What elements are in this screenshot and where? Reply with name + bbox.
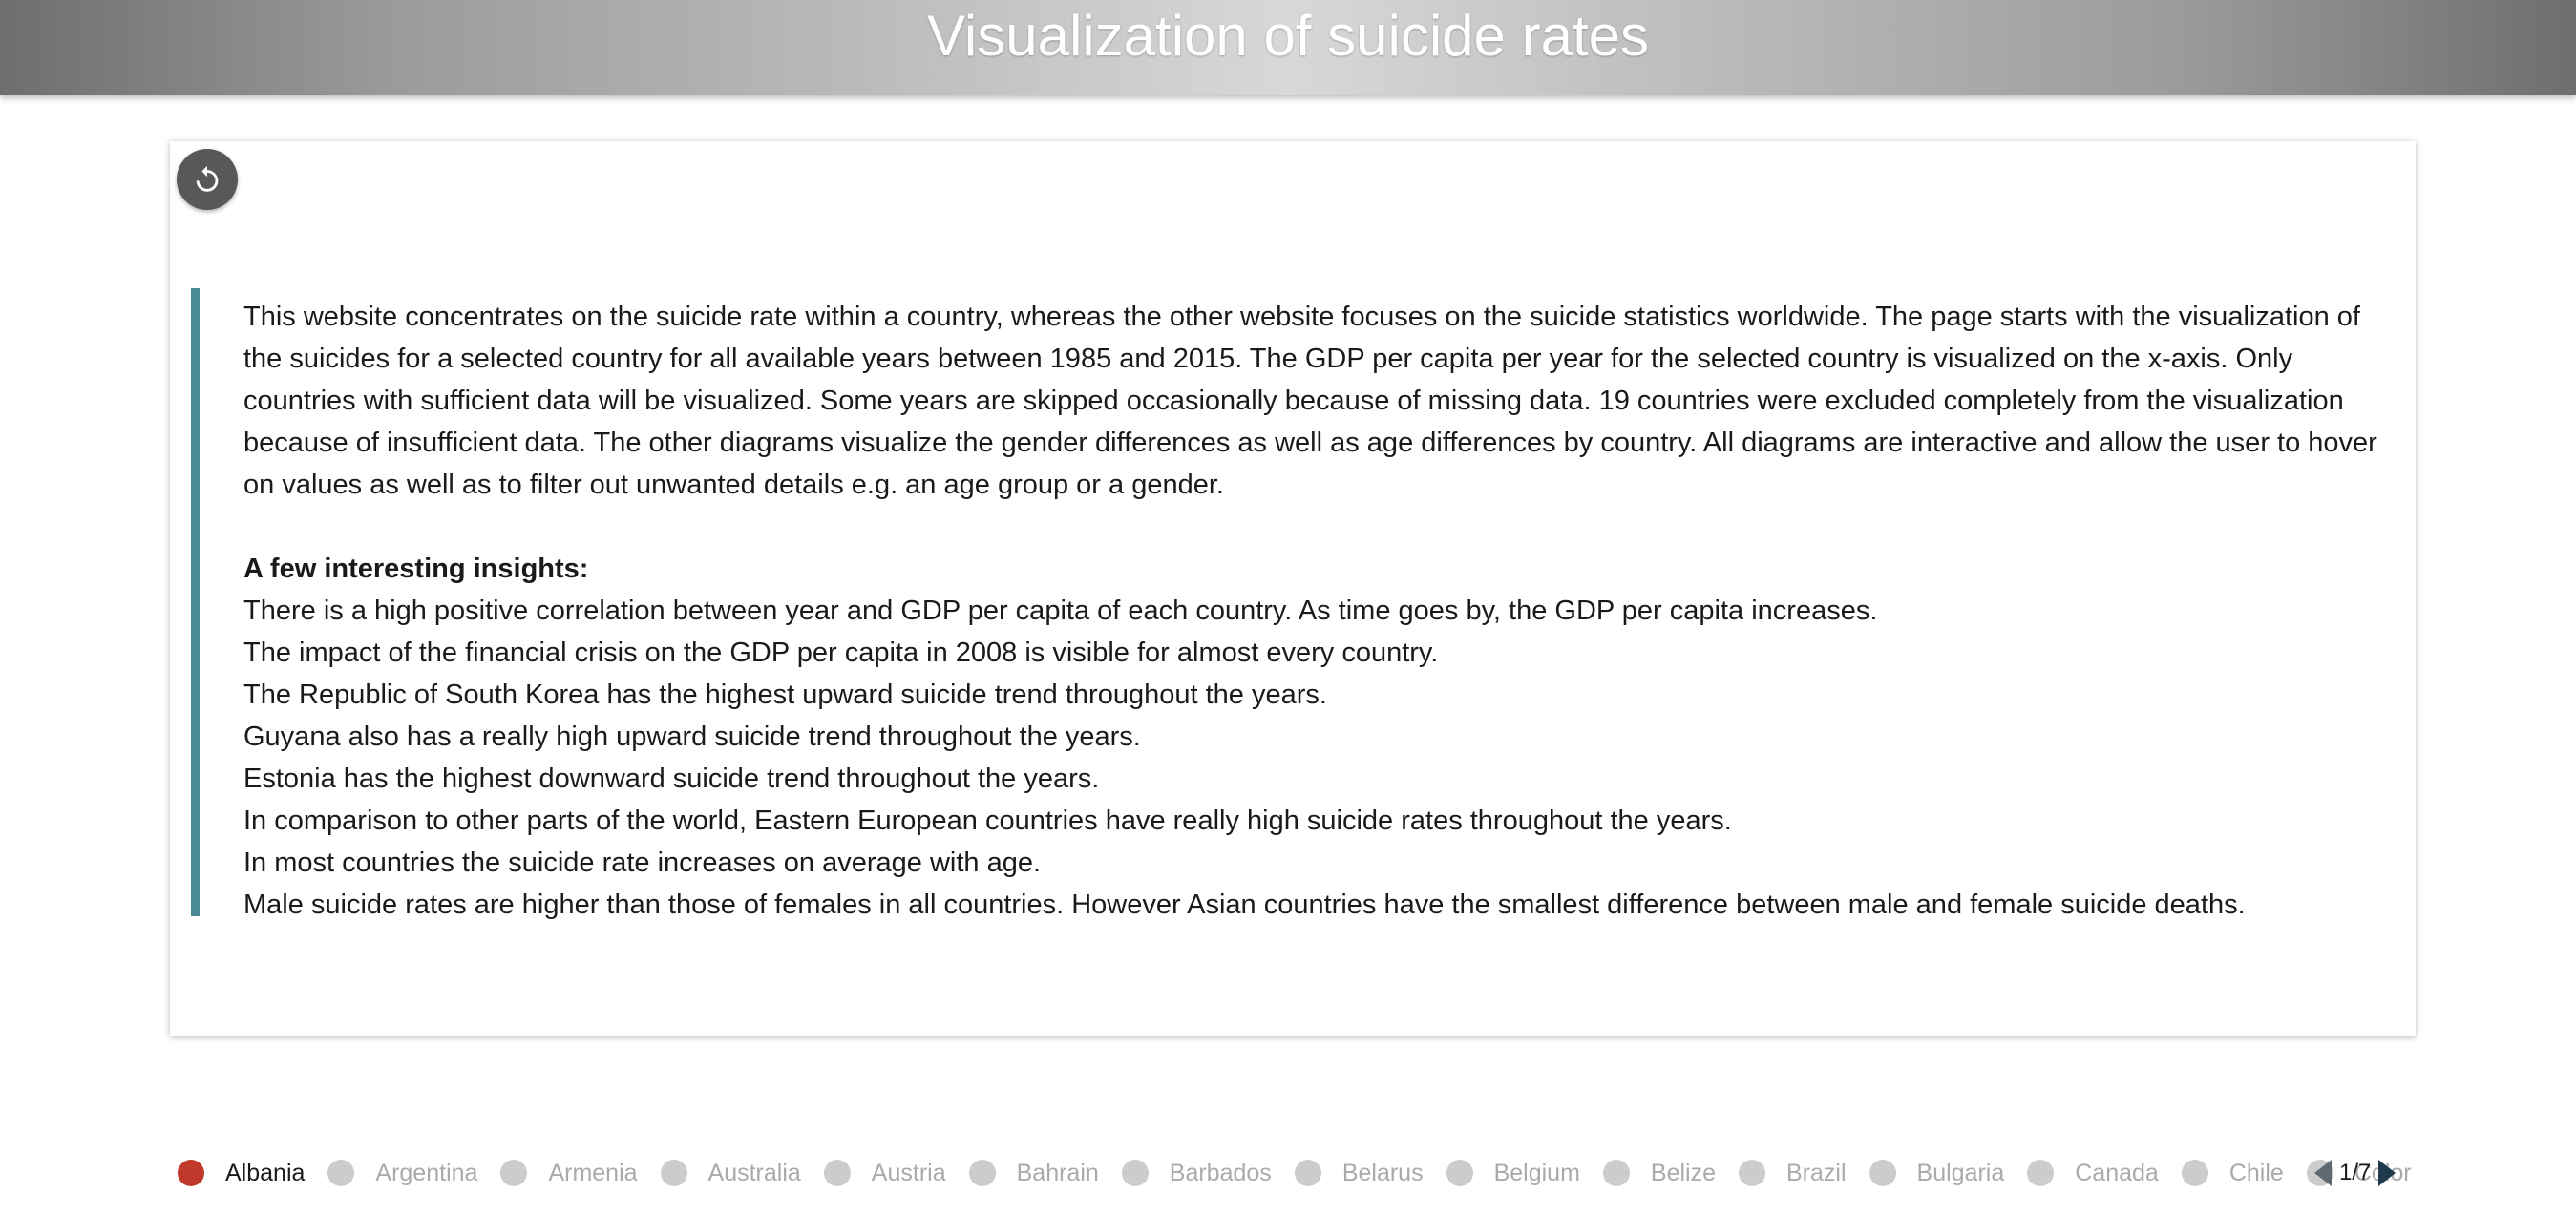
legend-label: Austria bbox=[871, 1159, 946, 1186]
insight-item: The impact of the financial crisis on th… bbox=[243, 638, 1439, 668]
content-card: This website concentrates on the suicide… bbox=[170, 141, 2416, 1036]
legend-dot-icon bbox=[2181, 1160, 2208, 1186]
insight-item: In comparison to other parts of the worl… bbox=[243, 806, 1732, 836]
legend-item-bahrain[interactable]: Bahrain bbox=[968, 1159, 1099, 1187]
insight-item: Male suicide rates are higher than those… bbox=[243, 890, 2246, 920]
legend-dot-icon bbox=[178, 1160, 204, 1186]
legend-label: Bulgaria bbox=[1916, 1159, 2005, 1186]
legend-dot-icon bbox=[1121, 1160, 1149, 1186]
insight-item: Estonia has the highest downward suicide… bbox=[243, 764, 1100, 794]
insight-item: The Republic of South Korea has the high… bbox=[243, 680, 1327, 710]
insights-list: There is a high positive correlation bet… bbox=[243, 590, 2387, 926]
legend-dot-icon bbox=[968, 1160, 996, 1186]
legend-label: Belgium bbox=[1493, 1159, 1580, 1186]
legend-dot-icon bbox=[1602, 1160, 1630, 1186]
insights-heading: A few interesting insights: bbox=[243, 554, 589, 584]
insight-item: There is a high positive correlation bet… bbox=[243, 596, 1878, 626]
legend-dot-icon bbox=[1446, 1160, 1473, 1186]
legend-item-brazil[interactable]: Brazil bbox=[1739, 1160, 1847, 1187]
legend-dot-icon bbox=[1294, 1160, 1321, 1186]
legend-dot-icon bbox=[1869, 1160, 1896, 1186]
legend-item-belize[interactable]: Belize bbox=[1602, 1159, 1716, 1187]
legend-item-belgium[interactable]: Belgium bbox=[1446, 1160, 1580, 1187]
legend-dot-icon bbox=[823, 1160, 851, 1186]
legend-item-argentina[interactable]: Argentina bbox=[327, 1160, 477, 1187]
legend-label: Brazil bbox=[1786, 1159, 1847, 1186]
legend-item-austria[interactable]: Austria bbox=[823, 1159, 946, 1187]
legend-label: Australia bbox=[707, 1159, 801, 1186]
insight-item: Guyana also has a really high upward sui… bbox=[243, 722, 1141, 752]
previous-page-icon[interactable] bbox=[2314, 1160, 2332, 1186]
legend-item-albania[interactable]: Albania bbox=[178, 1160, 305, 1187]
next-page-icon[interactable] bbox=[2378, 1160, 2397, 1186]
insight-item: In most countries the suicide rate incre… bbox=[243, 848, 1042, 878]
reset-icon bbox=[196, 165, 219, 192]
legend-item-armenia[interactable]: Armenia bbox=[500, 1159, 638, 1187]
legend-label: Barbados bbox=[1169, 1159, 1272, 1186]
legend-dot-icon bbox=[1739, 1160, 1765, 1186]
legend-item-chile[interactable]: Chile bbox=[2181, 1159, 2284, 1187]
legend-item-australia[interactable]: Australia bbox=[660, 1159, 801, 1187]
description-blockquote: This website concentrates on the suicide… bbox=[191, 288, 2387, 920]
legend-label: Argentina bbox=[375, 1159, 478, 1186]
reset-button[interactable] bbox=[177, 149, 238, 210]
legend-dot-icon bbox=[500, 1160, 528, 1186]
legend-dot-icon bbox=[327, 1160, 355, 1186]
legend-label: Armenia bbox=[548, 1159, 638, 1186]
page-header: Visualization of suicide rates bbox=[0, 0, 2576, 95]
legend-label: Canada bbox=[2075, 1159, 2159, 1186]
legend-item-barbados[interactable]: Barbados bbox=[1121, 1159, 1272, 1187]
legend-label: Belize bbox=[1650, 1159, 1716, 1186]
legend-label: Belarus bbox=[1341, 1159, 1424, 1186]
page-title: Visualization of suicide rates bbox=[927, 4, 1649, 68]
legend-label: Bahrain bbox=[1016, 1159, 1099, 1186]
legend-label: Albania bbox=[225, 1159, 306, 1186]
legend-dot-icon bbox=[660, 1160, 687, 1186]
intro-paragraph: This website concentrates on the suicide… bbox=[243, 302, 2377, 500]
country-legend: Albania Argentina Armenia Australia Aust… bbox=[178, 1155, 2419, 1191]
legend-item-bulgaria[interactable]: Bulgaria bbox=[1869, 1159, 2005, 1187]
page-indicator: 1/7 bbox=[2339, 1160, 2372, 1185]
legend-item-belarus[interactable]: Belarus bbox=[1294, 1159, 1424, 1187]
legend-pager: 1/7 bbox=[2314, 1157, 2397, 1189]
legend-item-canada[interactable]: Canada bbox=[2027, 1160, 2159, 1187]
legend-label: Chile bbox=[2228, 1159, 2284, 1186]
legend-dot-icon bbox=[2027, 1160, 2055, 1186]
